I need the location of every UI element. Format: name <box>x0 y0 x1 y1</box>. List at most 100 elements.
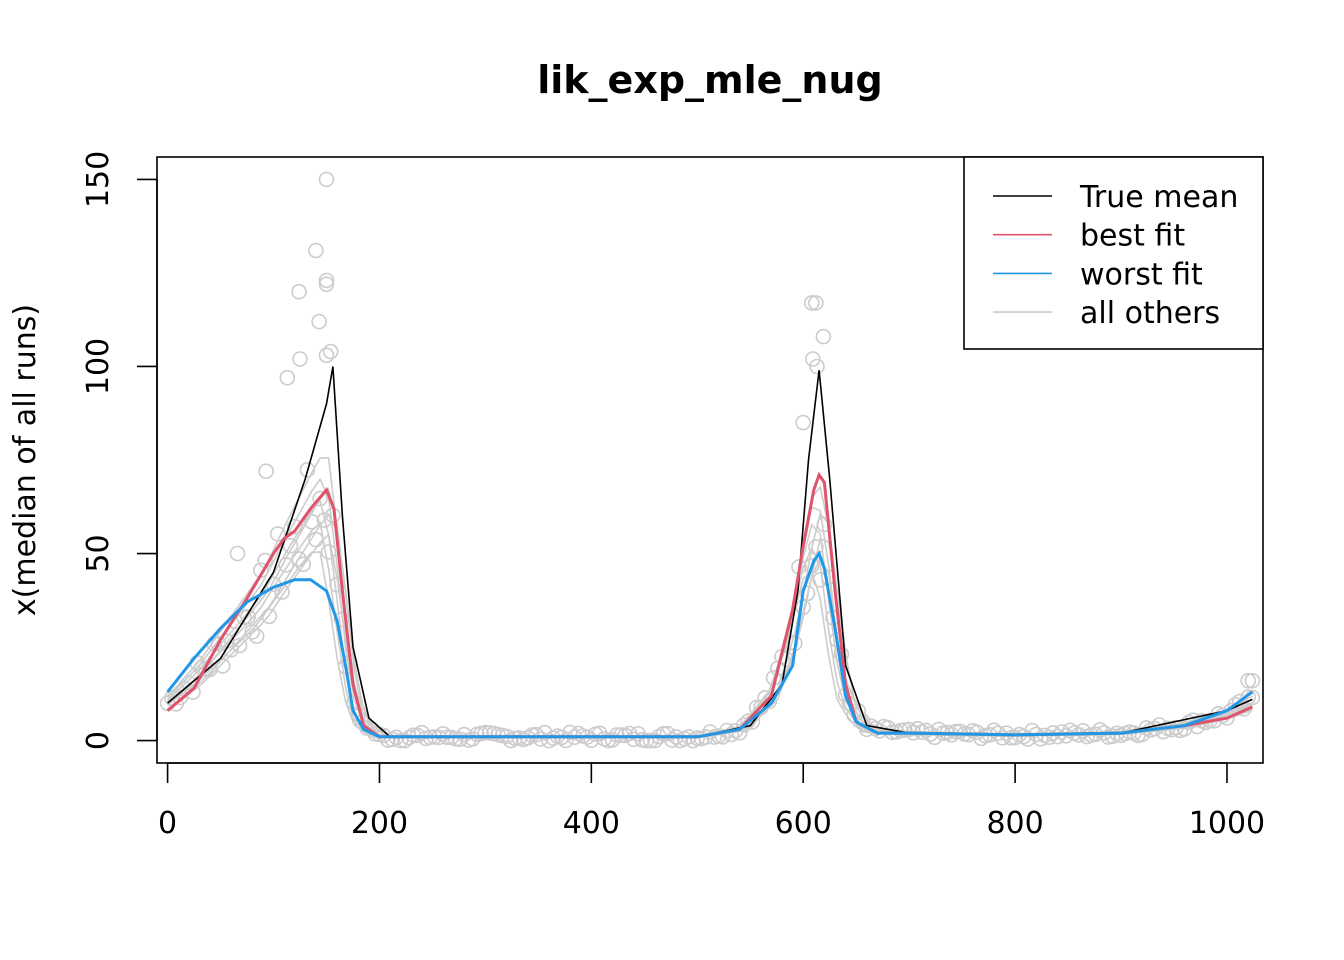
all-others-point <box>1062 722 1078 739</box>
x-tick-label: 600 <box>775 806 832 841</box>
all-others-point <box>1007 729 1023 746</box>
all-others-point <box>210 635 227 652</box>
all-others-point <box>318 272 335 289</box>
all-others-point <box>312 490 328 507</box>
all-others-point <box>229 545 246 562</box>
all-others-point <box>258 463 274 480</box>
all-others-point <box>231 637 248 654</box>
all-others-point <box>282 537 299 554</box>
all-others-point <box>214 658 231 674</box>
all-others-point <box>318 171 335 188</box>
all-others-point <box>1240 672 1256 689</box>
all-others-point <box>447 731 464 747</box>
all-others-point <box>197 661 214 677</box>
y-tick-label: 0 <box>81 731 116 750</box>
all-others-point <box>815 328 832 345</box>
all-others-point <box>795 414 812 431</box>
all-others-point <box>1240 689 1256 705</box>
all-others-point <box>185 684 201 700</box>
all-others-point <box>558 732 574 749</box>
all-others-point <box>223 641 239 658</box>
all-others-point <box>808 539 824 555</box>
all-others-point <box>308 531 324 548</box>
x-tick-label: 0 <box>158 806 177 841</box>
all-others-point <box>320 544 337 560</box>
all-others-point <box>1244 672 1261 689</box>
main-series-layer <box>166 366 1254 739</box>
all-others-point <box>664 732 680 748</box>
all-others-point <box>1049 728 1066 745</box>
legend-box <box>963 156 1264 350</box>
all-others-point <box>435 725 451 742</box>
all-others-point <box>303 513 320 530</box>
all-others-point <box>846 707 862 723</box>
all-others-point <box>269 526 286 542</box>
chart-title: lik_exp_mle_nug <box>537 58 883 102</box>
x-tick-label: 200 <box>351 806 408 841</box>
all-others-point <box>994 729 1011 746</box>
all-others-point <box>311 313 327 330</box>
all-others-point <box>295 556 312 573</box>
y-axis-label: x(median of all runs) <box>8 304 43 616</box>
all-others-point <box>452 731 468 748</box>
all-others-point <box>952 723 968 740</box>
legend-label: best fit <box>1080 219 1185 254</box>
all-others-point <box>322 343 339 360</box>
all-others-point <box>299 461 316 478</box>
all-others-point <box>642 732 659 749</box>
all-others-point <box>804 351 821 367</box>
all-others-line <box>167 499 1253 738</box>
all-others-point <box>261 608 278 625</box>
y-tick-label: 50 <box>81 534 116 572</box>
all-others-point <box>524 727 540 743</box>
all-others-point <box>240 608 256 625</box>
x-tick-label: 800 <box>986 806 1043 841</box>
all-others-point <box>308 242 324 259</box>
all-others-point <box>625 731 642 748</box>
all-others-point <box>333 611 350 628</box>
all-others-point <box>291 283 307 300</box>
all-others-point <box>1003 729 1019 746</box>
y-tick-label: 150 <box>81 151 116 208</box>
axes-layer: 0 200 400 600 800 1000 0 50 100 150 <box>81 151 1265 841</box>
all-others-point <box>608 727 625 743</box>
all-others-point <box>1015 728 1032 745</box>
all-others-point <box>456 726 473 743</box>
all-others-point <box>731 724 748 741</box>
all-others-point <box>809 358 825 375</box>
all-others-point <box>803 557 820 574</box>
all-others-point <box>930 721 947 738</box>
legend-label: True mean <box>1079 180 1238 215</box>
all-others-line <box>167 533 1253 739</box>
all-others-point <box>248 628 265 645</box>
all-others-point <box>1058 727 1074 744</box>
all-others-point <box>1227 696 1244 713</box>
all-others-point <box>973 730 990 747</box>
all-others-point <box>477 724 494 741</box>
all-others-point <box>1032 730 1049 747</box>
all-others-point <box>278 557 295 573</box>
all-others-point <box>316 512 333 528</box>
all-others-point <box>1053 724 1070 740</box>
all-others-point <box>723 726 740 743</box>
all-others-point <box>808 295 824 311</box>
all-others-point <box>291 551 307 567</box>
all-others-point <box>1020 731 1036 747</box>
all-others-point <box>858 721 875 738</box>
all-others-point <box>799 585 816 602</box>
all-others-point <box>528 726 545 743</box>
all-others-point <box>279 369 296 386</box>
all-others-point <box>358 720 375 736</box>
all-others-point <box>318 347 335 364</box>
legend-label: worst fit <box>1080 257 1203 292</box>
all-others-line <box>167 521 1253 738</box>
x-tick-label: 400 <box>563 806 620 841</box>
all-others-point <box>507 730 523 747</box>
all-others-point <box>244 624 261 640</box>
all-others-point <box>329 576 345 593</box>
all-others-point <box>318 276 335 293</box>
legend-label: all others <box>1080 296 1220 331</box>
all-others-point <box>761 693 778 710</box>
